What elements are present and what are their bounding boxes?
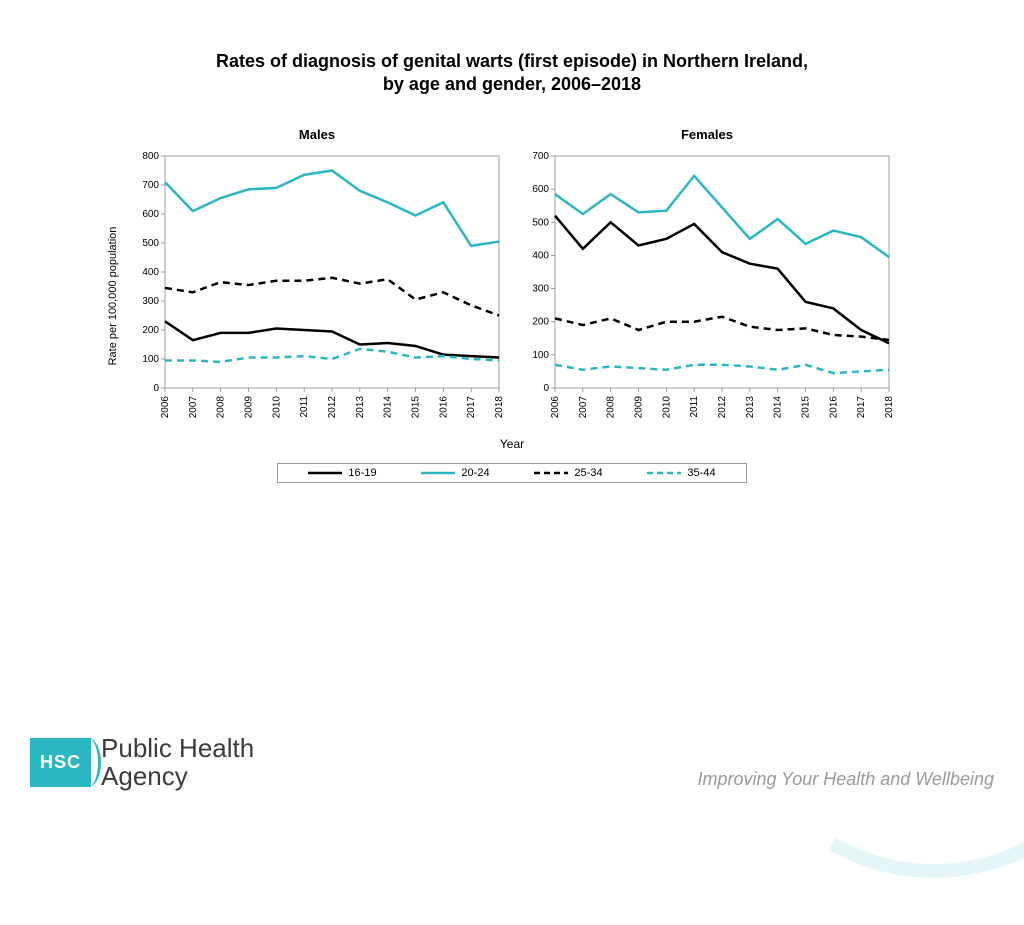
chart-females-svg: 0 100 200 300 400 500 600 700 2006 2007 2008 2009 20… bbox=[517, 148, 897, 428]
legend: 16-19 20-24 25-34 35-44 bbox=[277, 463, 747, 483]
svg-text:100: 100 bbox=[142, 354, 159, 365]
chart-males: Males Rate per 100,000 population 010020… bbox=[127, 127, 507, 433]
charts-container: Males Rate per 100,000 population 0 100 20… bbox=[0, 127, 1024, 433]
svg-text:2011: 2011 bbox=[689, 395, 700, 417]
svg-text:2014: 2014 bbox=[383, 395, 394, 418]
background-swoosh bbox=[677, 411, 1024, 925]
title-line-1: Rates of diagnosis of genital warts (fir… bbox=[0, 50, 1024, 73]
svg-text:2018: 2018 bbox=[494, 395, 505, 418]
chart-females-area: 0 100 200 300 400 500 600 700 2006 2007 2008 2009 20… bbox=[517, 148, 897, 433]
svg-text:2014: 2014 bbox=[773, 395, 784, 418]
chart-males-title: Males bbox=[127, 127, 507, 142]
svg-text:300: 300 bbox=[142, 296, 159, 307]
svg-text:2012: 2012 bbox=[327, 395, 338, 418]
legend-label: 16-19 bbox=[348, 467, 376, 479]
svg-text:500: 500 bbox=[142, 238, 159, 249]
chart-males-area: Rate per 100,000 population 010020030040… bbox=[127, 148, 507, 433]
legend-item-35-44: 35-44 bbox=[647, 467, 715, 479]
legend-item-16-19: 16-19 bbox=[308, 467, 376, 479]
svg-text:2017: 2017 bbox=[856, 395, 867, 418]
svg-text:400: 400 bbox=[142, 267, 159, 278]
y-axis-label: Rate per 100,000 population bbox=[107, 227, 119, 366]
legend-item-20-24: 20-24 bbox=[421, 467, 489, 479]
footer: HSC Public Health Agency Improving Your … bbox=[30, 735, 994, 790]
svg-text:2015: 2015 bbox=[411, 395, 422, 418]
svg-text:700: 700 bbox=[142, 180, 159, 191]
chart-males-svg: 0 100 200 300 400 500 600 700 800 2006 2007 2008 200… bbox=[127, 148, 507, 428]
svg-text:2016: 2016 bbox=[828, 395, 839, 418]
svg-text:2013: 2013 bbox=[355, 395, 366, 418]
legend-swatch bbox=[647, 468, 681, 478]
page-title: Rates of diagnosis of genital warts (fir… bbox=[0, 50, 1024, 97]
svg-text:2010: 2010 bbox=[661, 395, 672, 418]
svg-text:600: 600 bbox=[532, 184, 549, 195]
logo-text-line-2: Agency bbox=[101, 763, 254, 790]
svg-text:2011: 2011 bbox=[299, 395, 310, 417]
svg-text:0: 0 bbox=[543, 383, 549, 394]
legend-swatch bbox=[534, 468, 568, 478]
tagline: Improving Your Health and Wellbeing bbox=[697, 769, 994, 790]
svg-text:500: 500 bbox=[532, 217, 549, 228]
legend-label: 25-34 bbox=[574, 467, 602, 479]
svg-text:2017: 2017 bbox=[466, 395, 477, 418]
logo: HSC Public Health Agency bbox=[30, 735, 254, 790]
legend-label: 35-44 bbox=[687, 467, 715, 479]
svg-text:2018: 2018 bbox=[884, 395, 895, 418]
hsc-badge: HSC bbox=[30, 738, 91, 787]
legend-item-25-34: 25-34 bbox=[534, 467, 602, 479]
chart-females: Females 0 100 200 300 400 500 600 700 2006 2007 20… bbox=[517, 127, 897, 433]
svg-text:2006: 2006 bbox=[550, 395, 561, 418]
svg-text:300: 300 bbox=[532, 283, 549, 294]
svg-text:800: 800 bbox=[142, 151, 159, 162]
svg-text:2009: 2009 bbox=[244, 395, 255, 418]
title-line-2: by age and gender, 2006–2018 bbox=[0, 73, 1024, 96]
svg-text:600: 600 bbox=[142, 209, 159, 220]
logo-text-line-1: Public Health bbox=[101, 735, 254, 762]
legend-label: 20-24 bbox=[461, 467, 489, 479]
svg-text:2010: 2010 bbox=[271, 395, 282, 418]
svg-text:2007: 2007 bbox=[188, 395, 199, 418]
svg-text:200: 200 bbox=[142, 325, 159, 336]
x-axis-label: Year bbox=[0, 437, 1024, 451]
svg-text:2013: 2013 bbox=[745, 395, 756, 418]
svg-text:2009: 2009 bbox=[634, 395, 645, 418]
legend-swatch bbox=[308, 468, 342, 478]
svg-text:100: 100 bbox=[532, 350, 549, 361]
svg-text:200: 200 bbox=[532, 316, 549, 327]
svg-text:2006: 2006 bbox=[160, 395, 171, 418]
svg-text:2008: 2008 bbox=[216, 395, 227, 418]
svg-text:2012: 2012 bbox=[717, 395, 728, 418]
logo-text: Public Health Agency bbox=[101, 735, 254, 790]
legend-swatch bbox=[421, 468, 455, 478]
svg-text:700: 700 bbox=[532, 151, 549, 162]
svg-text:2015: 2015 bbox=[801, 395, 812, 418]
svg-text:2016: 2016 bbox=[438, 395, 449, 418]
svg-text:2007: 2007 bbox=[578, 395, 589, 418]
svg-text:400: 400 bbox=[532, 250, 549, 261]
chart-females-title: Females bbox=[517, 127, 897, 142]
svg-text:2008: 2008 bbox=[606, 395, 617, 418]
svg-text:0: 0 bbox=[153, 383, 159, 394]
